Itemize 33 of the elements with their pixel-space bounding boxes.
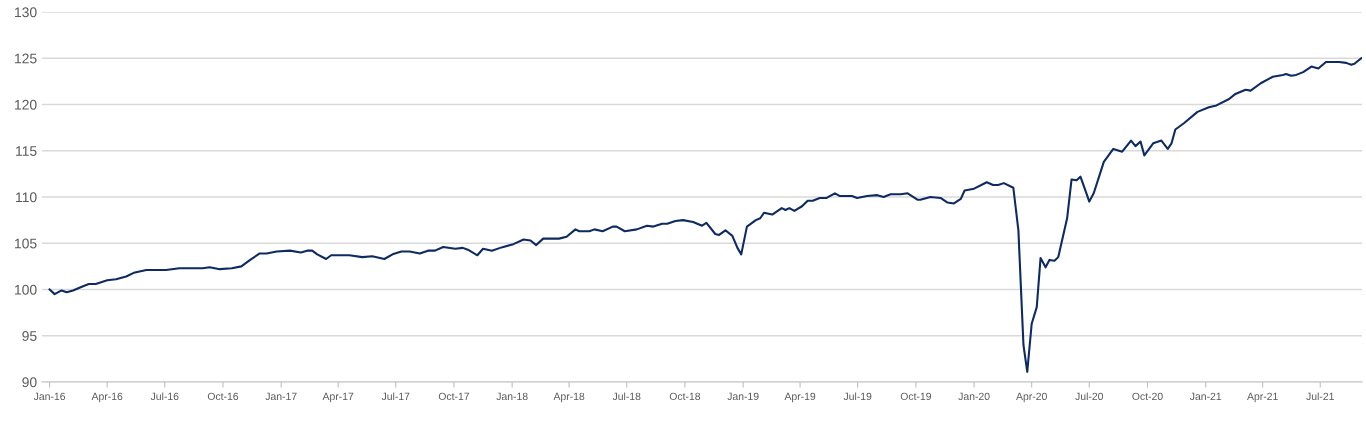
x-tick-label: Jul-21	[1306, 392, 1334, 401]
y-tick-label: 95	[22, 331, 37, 341]
y-tick-label: 120	[15, 99, 37, 110]
y-tick-label: 100	[15, 284, 37, 295]
x-tick-label: Jul-16	[150, 392, 179, 401]
x-tick-label: Jan-17	[265, 392, 297, 401]
y-tick-label: 115	[16, 146, 37, 156]
x-tick-label: Jul-17	[381, 392, 410, 401]
y-tick-label: 125	[15, 53, 37, 64]
x-tick-label: Apr-21	[1247, 392, 1278, 403]
x-tick-label: Jan-20	[958, 392, 990, 401]
x-tick-label: Apr-17	[322, 392, 354, 403]
x-tick-label: Oct-20	[1132, 392, 1163, 401]
x-tick-label: Jul-19	[843, 392, 872, 401]
y-tick-label: 110	[16, 192, 37, 203]
x-tick-label: Oct-18	[669, 392, 701, 401]
x-tick-label: Jan-21	[1189, 392, 1222, 401]
y-tick-label: 130	[15, 7, 37, 18]
x-tick-label: Jan-16	[33, 392, 66, 401]
x-tick-label: Oct-19	[900, 392, 932, 401]
y-tick-label: 90	[22, 377, 37, 388]
x-tick-label: Apr-16	[91, 392, 123, 403]
x-tick-label: Oct-17	[438, 392, 470, 401]
line-series	[48, 57, 1362, 373]
x-tick-label: Jul-20	[1075, 392, 1104, 401]
x-tick-label: Apr-19	[784, 392, 816, 403]
x-tick-label: Apr-18	[553, 392, 585, 403]
x-tick-label: Oct-16	[207, 392, 239, 401]
x-tick-label: Apr-20	[1016, 392, 1047, 403]
x-tick-label: Jul-18	[612, 392, 641, 401]
x-tick-label: Jan-19	[727, 392, 759, 401]
y-tick-label: 105	[15, 238, 37, 249]
x-tick-label: Jan-18	[496, 392, 528, 401]
